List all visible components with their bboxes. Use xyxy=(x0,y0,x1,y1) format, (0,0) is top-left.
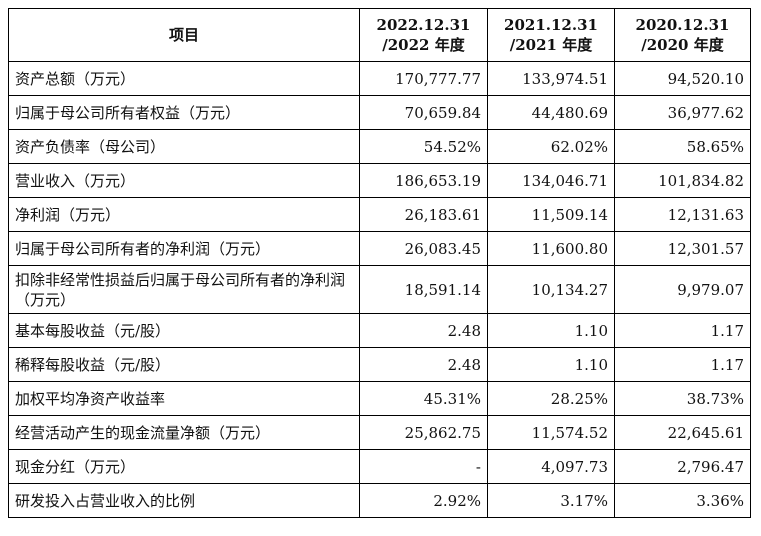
cell-2021: 3.17% xyxy=(487,483,615,518)
row-label: 资产负债率（母公司） xyxy=(8,129,360,164)
cell-2022: 2.48 xyxy=(359,313,488,348)
header-item: 项目 xyxy=(8,8,360,62)
table-row: 资产总额（万元） 170,777.77 133,974.51 94,520.10 xyxy=(8,61,751,96)
cell-2022: 2.92% xyxy=(359,483,488,518)
table-row: 归属于母公司所有者的净利润（万元） 26,083.45 11,600.80 12… xyxy=(8,231,751,266)
table-row: 资产负债率（母公司） 54.52% 62.02% 58.65% xyxy=(8,129,751,164)
cell-2020: 2,796.47 xyxy=(614,449,751,484)
cell-2022: 170,777.77 xyxy=(359,61,488,96)
cell-2022: 70,659.84 xyxy=(359,95,488,130)
table-row: 加权平均净资产收益率 45.31% 28.25% 38.73% xyxy=(8,381,751,416)
cell-2021: 62.02% xyxy=(487,129,615,164)
cell-2021: 11,600.80 xyxy=(487,231,615,266)
row-label: 扣除非经常性损益后归属于母公司所有者的净利润（万元） xyxy=(8,265,360,314)
cell-2020: 58.65% xyxy=(614,129,751,164)
cell-2021: 28.25% xyxy=(487,381,615,416)
row-label: 经营活动产生的现金流量净额（万元） xyxy=(8,415,360,450)
cell-2022: 2.48 xyxy=(359,347,488,382)
cell-2022: 26,083.45 xyxy=(359,231,488,266)
row-label: 稀释每股收益（元/股） xyxy=(8,347,360,382)
cell-2020: 12,301.57 xyxy=(614,231,751,266)
cell-2022: 54.52% xyxy=(359,129,488,164)
row-label: 现金分红（万元） xyxy=(8,449,360,484)
cell-2020: 12,131.63 xyxy=(614,197,751,232)
row-label: 归属于母公司所有者的净利润（万元） xyxy=(8,231,360,266)
cell-2020: 1.17 xyxy=(614,313,751,348)
header-2020: 2020.12.31/2020 年度 xyxy=(614,8,751,62)
table-row: 稀释每股收益（元/股） 2.48 1.10 1.17 xyxy=(8,347,751,382)
cell-2021: 10,134.27 xyxy=(487,265,615,314)
cell-2022: 45.31% xyxy=(359,381,488,416)
cell-2020: 22,645.61 xyxy=(614,415,751,450)
cell-2022: - xyxy=(359,449,488,484)
cell-2022: 25,862.75 xyxy=(359,415,488,450)
row-label: 净利润（万元） xyxy=(8,197,360,232)
cell-2022: 18,591.14 xyxy=(359,265,488,314)
row-label: 研发投入占营业收入的比例 xyxy=(8,483,360,518)
cell-2020: 3.36% xyxy=(614,483,751,518)
row-label: 营业收入（万元） xyxy=(8,163,360,198)
row-label: 基本每股收益（元/股） xyxy=(8,313,360,348)
table-row: 营业收入（万元） 186,653.19 134,046.71 101,834.8… xyxy=(8,163,751,198)
cell-2021: 134,046.71 xyxy=(487,163,615,198)
row-label: 归属于母公司所有者权益（万元） xyxy=(8,95,360,130)
cell-2020: 1.17 xyxy=(614,347,751,382)
cell-2020: 9,979.07 xyxy=(614,265,751,314)
cell-2021: 44,480.69 xyxy=(487,95,615,130)
cell-2020: 94,520.10 xyxy=(614,61,751,96)
table-row: 研发投入占营业收入的比例 2.92% 3.17% 3.36% xyxy=(8,483,751,518)
cell-2021: 1.10 xyxy=(487,313,615,348)
table-row: 归属于母公司所有者权益（万元） 70,659.84 44,480.69 36,9… xyxy=(8,95,751,130)
cell-2021: 11,574.52 xyxy=(487,415,615,450)
cell-2021: 133,974.51 xyxy=(487,61,615,96)
table-row: 基本每股收益（元/股） 2.48 1.10 1.17 xyxy=(8,313,751,348)
table-row: 净利润（万元） 26,183.61 11,509.14 12,131.63 xyxy=(8,197,751,232)
header-2021: 2021.12.31/2021 年度 xyxy=(487,8,615,62)
cell-2020: 101,834.82 xyxy=(614,163,751,198)
cell-2021: 1.10 xyxy=(487,347,615,382)
row-label: 加权平均净资产收益率 xyxy=(8,381,360,416)
cell-2020: 38.73% xyxy=(614,381,751,416)
cell-2020: 36,977.62 xyxy=(614,95,751,130)
cell-2021: 4,097.73 xyxy=(487,449,615,484)
financial-summary-table: 项目 2022.12.31/2022 年度 2021.12.31/2021 年度… xyxy=(8,8,751,518)
table-row: 现金分红（万元） - 4,097.73 2,796.47 xyxy=(8,449,751,484)
table-row: 经营活动产生的现金流量净额（万元） 25,862.75 11,574.52 22… xyxy=(8,415,751,450)
cell-2022: 186,653.19 xyxy=(359,163,488,198)
header-2022: 2022.12.31/2022 年度 xyxy=(359,8,488,62)
row-label: 资产总额（万元） xyxy=(8,61,360,96)
cell-2021: 11,509.14 xyxy=(487,197,615,232)
table-row: 扣除非经常性损益后归属于母公司所有者的净利润（万元） 18,591.14 10,… xyxy=(8,265,751,314)
table-header-row: 项目 2022.12.31/2022 年度 2021.12.31/2021 年度… xyxy=(8,8,751,62)
cell-2022: 26,183.61 xyxy=(359,197,488,232)
